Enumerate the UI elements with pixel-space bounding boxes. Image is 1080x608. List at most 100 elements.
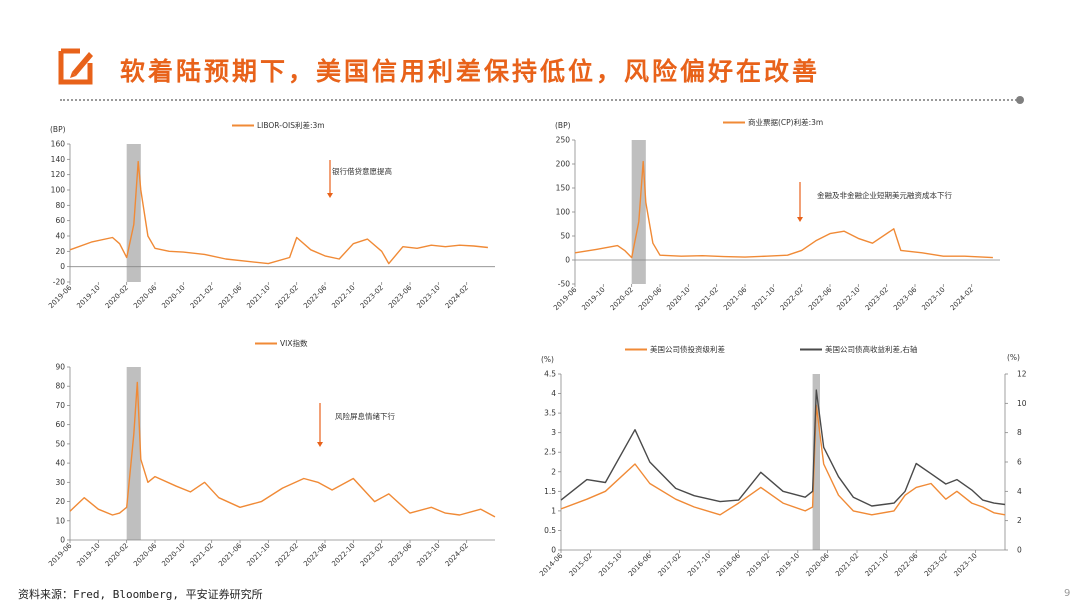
pencil-box-icon [58,48,93,85]
x-tick-label: 2021-10 [245,542,271,568]
y-tick-label: 1.5 [544,487,556,496]
x-tick-label: 2022-06 [807,285,834,312]
y-tick-label: 250 [556,136,571,145]
x-tick-label: 2019-10 [775,552,801,578]
legend-label: 美国公司债高收益利差,右轴 [825,344,917,354]
y2-tick-label: 8 [1017,428,1022,437]
x-tick-label: 2023-02 [923,552,949,578]
x-tick-label: 2017-10 [686,552,712,578]
y-tick-label: 2.5 [544,448,556,457]
source-note: 资料来源：Fred, Bloomberg, 平安证券研究所 [18,588,263,601]
y-tick-label: 50 [55,439,65,448]
y-tick-label: 160 [51,140,66,149]
x-tick-label: 2019-10 [580,286,606,312]
x-tick-label: 2021-02 [694,286,720,312]
y-tick-label: 3.5 [544,409,556,418]
x-tick-label: 2023-06 [387,283,414,310]
y-tick-label: 80 [55,201,65,210]
x-tick-label: 2020-06 [132,283,159,310]
y-tick-label: -20 [53,278,65,287]
x-tick-label: 2023-10 [952,552,978,578]
chart-libor-ois-svg: -20 0 20 40 60 80 100 120 140 160 (BP) 2019-06 2019-… [47,120,495,310]
divider-end-dot [1016,96,1024,104]
series-line-2 [560,389,1006,507]
y-tick-label: 50 [560,232,570,241]
x-tick-label: 2015-10 [597,552,623,578]
x-tick-label: 2019-10 [75,284,101,310]
y-tick-label: 200 [556,160,571,169]
x-tick-label: 2018-06 [716,551,743,578]
y-tick-label: 2 [551,467,556,476]
annotation-text: 金融及非金融企业短期美元融资成本下行 [817,190,952,200]
y2-unit-label: (%) [1007,353,1020,362]
y-tick-label: 10 [55,516,65,525]
y-tick-label: 0.5 [544,526,556,535]
y2-tick-label: 12 [1017,370,1027,379]
x-tick-label: 2019-10 [75,542,101,568]
recession-shade-band [812,374,820,550]
y-tick-label: 0 [60,536,65,545]
y-tick-label: 90 [55,363,65,372]
series-line-1 [574,160,993,259]
x-tick-label: 2015-02 [568,552,594,578]
x-tick-label: 2020-06 [132,541,159,568]
y-unit-label: (%) [541,355,554,364]
legend-label: 美国公司债投资级利差 [650,344,725,354]
x-tick-label: 2022-02 [274,284,300,310]
y2-tick-label: 10 [1017,399,1027,408]
legend-label: VIX指数 [280,338,308,348]
annotation-arrowhead [797,217,803,222]
x-tick-label: 2019-06 [47,541,74,568]
y-tick-label: 4.5 [544,370,556,379]
x-tick-label: 2022-02 [779,286,805,312]
x-tick-label: 2020-02 [609,286,635,312]
x-tick-label: 2020-06 [637,285,664,312]
title-divider [60,99,1020,101]
x-tick-label: 2021-10 [864,552,890,578]
y-tick-label: -50 [558,280,570,289]
page-title: 软着陆预期下，美国信用利差保持低位，风险偏好在改善 [120,57,821,86]
y-tick-label: 0 [565,256,570,265]
x-tick-label: 2023-06 [892,285,919,312]
series-line-1 [69,381,496,518]
x-tick-label: 2023-02 [864,286,890,312]
y2-tick-label: 4 [1017,487,1022,496]
y-tick-label: 100 [556,208,571,217]
x-tick-label: 2021-06 [722,285,749,312]
x-tick-label: 2022-06 [302,283,329,310]
y-tick-label: 150 [556,184,571,193]
legend-label: LIBOR-OIS利差:3m [257,120,325,130]
x-tick-label: 2019-06 [47,283,74,310]
y-tick-label: 40 [55,232,65,241]
x-tick-label: 2020-02 [104,542,130,568]
x-tick-label: 2020-10 [665,286,691,312]
annotation-arrowhead [327,193,333,198]
y-tick-label: 60 [55,216,65,225]
y-tick-label: 4 [551,389,556,398]
y-unit-label: (BP) [555,121,571,130]
y-tick-label: 60 [55,420,65,429]
y2-tick-label: 2 [1017,516,1022,525]
x-tick-label: 2021-10 [750,286,776,312]
legend-label: 商业票据(CP)利差:3m [748,117,823,127]
chart-cp-spread: -50 0 50 100 150 200 250 (BP) 2019-06 2019-10 2020… [525,112,1035,327]
chart-corporate-bond-spreads: 0 0.5 1 1.5 2 2.5 3 3.5 4 4.5 (%) 0 2 4 6 8 10 12 (%) 2014-… [525,340,1045,580]
x-tick-label: 2019-06 [552,285,579,312]
x-tick-label: 2021-06 [217,283,244,310]
x-tick-label: 2022-02 [274,542,300,568]
x-tick-label: 2022-10 [835,286,861,312]
x-tick-label: 2019-02 [745,552,771,578]
x-tick-label: 2014-06 [538,551,565,578]
x-tick-label: 2021-10 [245,284,271,310]
y-tick-label: 0 [551,546,556,555]
series-line-1 [560,404,1006,516]
x-tick-label: 2016-06 [627,551,654,578]
chart-vix-svg: 0 10 20 30 40 50 60 70 80 90 2019-06 2019-10 2020-02… [47,338,496,568]
x-tick-label: 2023-02 [359,542,385,568]
annotation-arrowhead [317,442,323,447]
x-tick-label: 2017-02 [656,552,682,578]
x-tick-label: 2022-10 [330,284,356,310]
y-unit-label: (BP) [50,125,66,134]
x-tick-label: 2020-10 [160,542,186,568]
title-bar: 软着陆预期下，美国信用利差保持低位，风险偏好在改善 [58,44,1028,90]
